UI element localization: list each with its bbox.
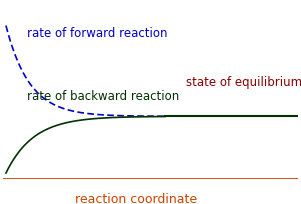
Text: rate of backward reaction: rate of backward reaction [26, 89, 179, 102]
Text: reaction coordinate: reaction coordinate [75, 192, 197, 204]
Text: rate of forward reaction: rate of forward reaction [26, 27, 167, 40]
Text: state of equilibrium: state of equilibrium [186, 76, 301, 89]
